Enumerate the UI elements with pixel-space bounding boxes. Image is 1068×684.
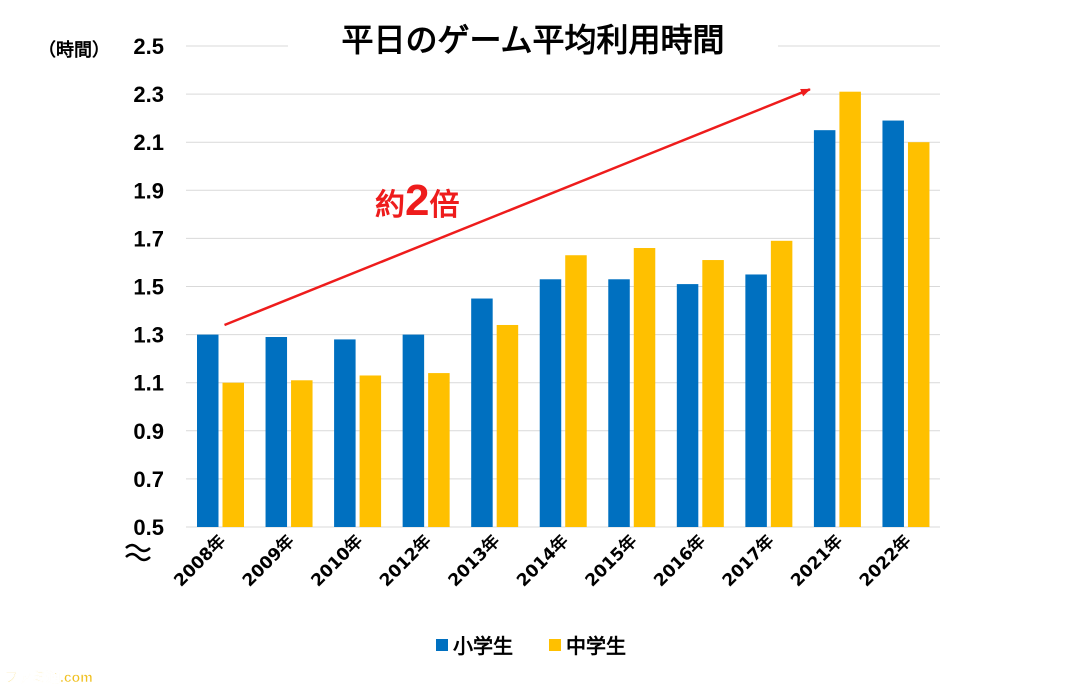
x-tick-label: 2014年: [512, 531, 572, 591]
legend-label-elementary: 小学生: [453, 634, 513, 658]
axis-break-mark: [125, 543, 151, 562]
x-tick-label: 2010年: [307, 531, 367, 591]
watermark-logo: ファミ通.com: [4, 669, 93, 684]
bar-elementary: [334, 339, 356, 527]
legend-swatch-junior-high: [549, 639, 561, 651]
bar-elementary: [197, 334, 219, 527]
title-background: [288, 18, 778, 64]
y-tick-label: 1.1: [133, 371, 164, 396]
annotation-number: 2: [405, 176, 429, 225]
bar-junior-high: [359, 375, 382, 527]
bar-elementary: [676, 284, 699, 527]
x-tick-label: 2015年: [581, 531, 641, 591]
growth-arrow: [224, 88, 811, 327]
x-tick-label: 2017年: [718, 531, 778, 591]
annotation-prefix: 約: [375, 188, 405, 223]
bar-junior-high: [291, 380, 313, 527]
y-tick-label: 0.5: [133, 515, 164, 540]
bar-junior-high: [428, 373, 450, 527]
y-axis-unit-label: （時間）: [38, 40, 110, 61]
bar-elementary: [402, 334, 425, 527]
x-axis-ticks: 2008年 2009年 2010年 2012年 2013年 2014年 2015年 2016年…: [170, 531, 916, 591]
y-tick-label: 2.1: [133, 130, 164, 155]
x-tick-label: 2016年: [650, 531, 710, 591]
growth-annotation: 約2倍: [375, 176, 459, 225]
bar-junior-high: [496, 324, 519, 527]
y-tick-label: 1.5: [133, 275, 164, 300]
bar-elementary: [745, 274, 767, 527]
bar-junior-high: [633, 248, 656, 527]
x-tick-label: 2008年: [170, 531, 230, 591]
bar-junior-high: [222, 382, 244, 527]
bar-elementary: [608, 279, 630, 527]
y-tick-label: 0.7: [133, 467, 164, 492]
y-tick-label: 1.9: [133, 178, 164, 203]
y-tick-label: 2.5: [133, 34, 164, 59]
legend: 小学生 中学生: [436, 634, 626, 658]
bar-junior-high: [907, 142, 930, 527]
x-tick-label: 2009年: [238, 531, 298, 591]
bars: [197, 91, 930, 528]
bar-elementary: [813, 130, 836, 528]
annotation-suffix: 倍: [429, 188, 459, 223]
bar-elementary: [882, 120, 904, 528]
chart-title: 平日のゲーム平均利用時間: [341, 21, 724, 59]
bar-junior-high: [839, 91, 861, 527]
x-tick-label: 2022年: [855, 531, 915, 591]
bar-junior-high: [770, 240, 793, 527]
y-tick-label: 2.3: [133, 82, 164, 107]
y-tick-label: 0.9: [133, 419, 164, 444]
y-axis-ticks: 0.5 0.7 0.9 1.1 1.3 1.5 1.7 1.9 2.1 2.3 2.5: [133, 34, 164, 540]
bar-junior-high: [702, 260, 724, 527]
y-tick-label: 1.3: [133, 323, 164, 348]
x-tick-label: 2012年: [375, 531, 435, 591]
y-tick-label: 1.7: [133, 226, 164, 251]
bar-elementary: [265, 337, 288, 527]
bar-elementary: [539, 279, 562, 527]
x-tick-label: 2021年: [787, 531, 847, 591]
bar-elementary: [471, 298, 493, 527]
legend-label-junior-high: 中学生: [566, 634, 626, 658]
x-tick-label: 2013年: [444, 531, 504, 591]
bar-junior-high: [565, 255, 587, 528]
legend-swatch-elementary: [436, 639, 448, 651]
